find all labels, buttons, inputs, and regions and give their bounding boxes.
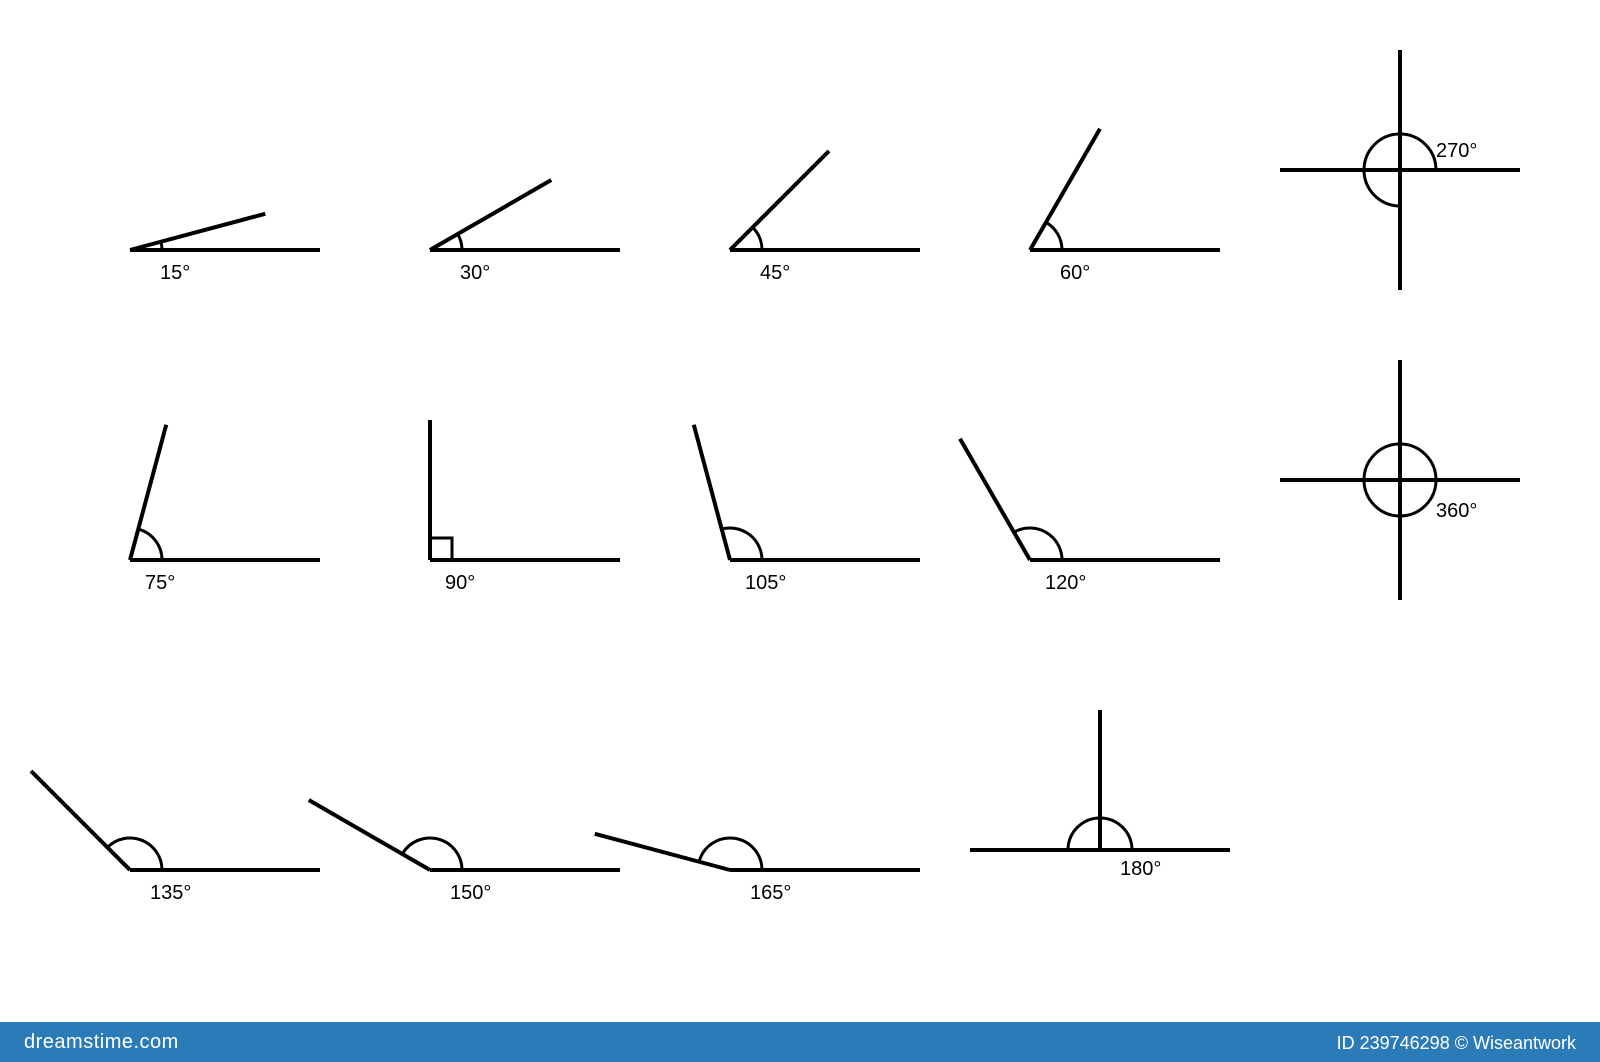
watermark-right-text: ID 239746298 © Wiseantwork [1337, 1033, 1576, 1054]
watermark-band: dreamstime.com ID 239746298 © Wiseantwor… [0, 1022, 1600, 1062]
angle-label-180: 180° [1120, 858, 1161, 881]
angle-cell-360: 360° [1250, 330, 1550, 640]
angle-cell-180: 180° [950, 640, 1250, 950]
angle-label-150: 150° [450, 882, 491, 905]
angle-label-165: 165° [750, 882, 791, 905]
watermark-left-text: dreamstime.com [24, 1031, 179, 1054]
angle-cell-60: 60° [950, 20, 1250, 330]
angle-label-120: 120° [1045, 572, 1086, 595]
angle-cell-270: 270° [1250, 20, 1550, 330]
angle-label-135: 135° [150, 882, 191, 905]
angle-cell-75: 75° [50, 330, 350, 640]
angle-cell-135: 135° [50, 640, 350, 950]
angle-label-105: 105° [745, 572, 786, 595]
angle-label-60: 60° [1060, 262, 1090, 285]
angle-cell-15: 15° [50, 20, 350, 330]
angle-label-30: 30° [460, 262, 490, 285]
angle-cell-30: 30° [350, 20, 650, 330]
angle-cell-150: 150° [350, 640, 650, 950]
angles-diagram: 15° 30° 45° 60° 270° 75° 90° 105° 120° 360° 135° 15… [0, 0, 1600, 1000]
angle-label-270: 270° [1436, 140, 1477, 163]
angle-label-75: 75° [145, 572, 175, 595]
angle-label-360: 360° [1436, 500, 1477, 523]
angle-label-15: 15° [160, 262, 190, 285]
angle-cell-105: 105° [650, 330, 950, 640]
angle-cell-45: 45° [650, 20, 950, 330]
angle-label-90: 90° [445, 572, 475, 595]
angle-cell-120: 120° [950, 330, 1250, 640]
angle-cell-90: 90° [350, 330, 650, 640]
angle-cell-165: 165° [650, 640, 950, 950]
angle-label-45: 45° [760, 262, 790, 285]
